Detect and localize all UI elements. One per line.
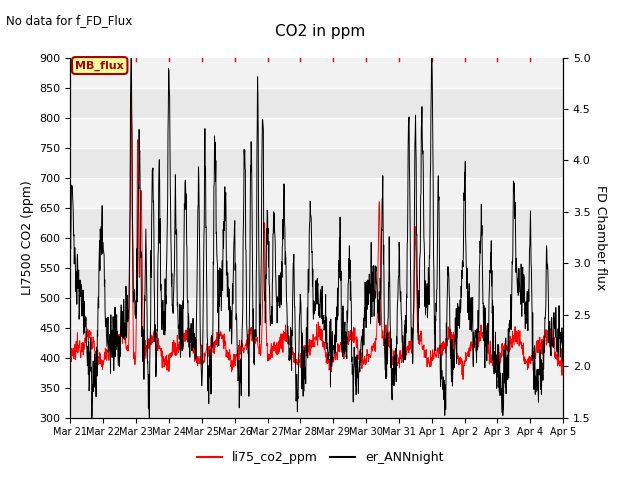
Bar: [70, 147, 563, 178]
Bar: [70, 267, 563, 298]
Bar: [70, 238, 563, 267]
Y-axis label: FD Chamber flux: FD Chamber flux: [595, 185, 607, 290]
Bar: [70, 358, 563, 387]
Bar: [70, 58, 563, 87]
Text: CO2 in ppm: CO2 in ppm: [275, 24, 365, 39]
Legend: li75_co2_ppm, er_ANNnight: li75_co2_ppm, er_ANNnight: [191, 446, 449, 469]
Bar: [70, 327, 563, 358]
Text: No data for f_FD_Flux: No data for f_FD_Flux: [6, 14, 132, 27]
Y-axis label: LI7500 CO2 (ppm): LI7500 CO2 (ppm): [21, 180, 34, 295]
Bar: [70, 178, 563, 207]
Bar: [70, 118, 563, 147]
Text: MB_flux: MB_flux: [76, 60, 124, 71]
Bar: [70, 387, 563, 418]
Bar: [70, 207, 563, 238]
Bar: [70, 298, 563, 327]
Bar: [70, 87, 563, 118]
